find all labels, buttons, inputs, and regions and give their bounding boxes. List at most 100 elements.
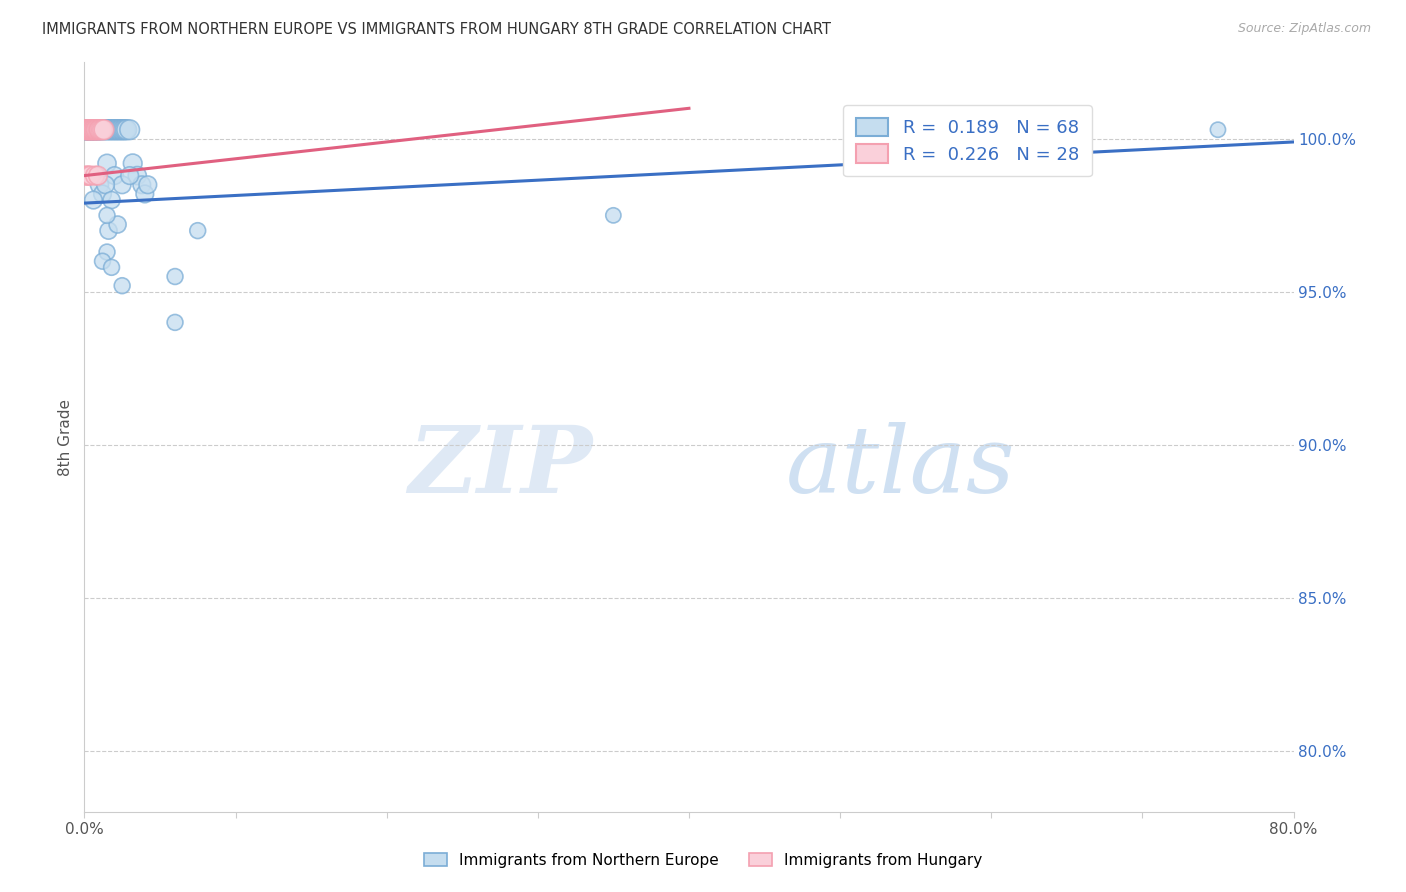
Point (86, 122, 108, 136)
Point (84, 122, 107, 136)
Point (76, 122, 98, 136)
Point (89, 122, 111, 136)
Point (84, 122, 107, 136)
Point (91, 122, 114, 136)
Point (134, 186, 156, 201)
Point (165, 315, 187, 329)
Point (84, 122, 107, 136)
Point (80, 122, 103, 136)
Point (111, 278, 134, 293)
Text: Source: ZipAtlas.com: Source: ZipAtlas.com (1237, 22, 1371, 36)
Text: ZIP: ZIP (408, 422, 592, 512)
Point (82, 122, 104, 136)
Point (75, 122, 97, 136)
Point (100, 122, 122, 136)
Point (84, 122, 107, 136)
Point (93, 122, 115, 136)
Point (82, 122, 104, 136)
Point (101, 122, 124, 136)
Point (75, 122, 97, 136)
Point (131, 178, 153, 192)
Point (75, 122, 97, 136)
Text: IMMIGRANTS FROM NORTHERN EUROPE VS IMMIGRANTS FROM HUNGARY 8TH GRADE CORRELATION: IMMIGRANTS FROM NORTHERN EUROPE VS IMMIG… (42, 22, 831, 37)
Point (86, 122, 108, 136)
Point (86, 169, 108, 183)
Point (97, 122, 120, 136)
Point (86, 122, 108, 136)
Point (76, 122, 98, 136)
Point (97, 224, 120, 238)
Point (110, 122, 132, 136)
Point (121, 156, 143, 170)
Point (87, 122, 110, 136)
Point (104, 122, 127, 136)
Point (111, 178, 134, 192)
Point (75, 169, 97, 183)
Point (91, 186, 114, 201)
Point (94, 122, 117, 136)
Point (80, 122, 103, 136)
Point (107, 218, 129, 232)
Point (75, 122, 97, 136)
Point (89, 122, 111, 136)
Point (115, 122, 138, 136)
Point (91, 254, 114, 268)
Point (75, 122, 97, 136)
Point (89, 122, 111, 136)
Point (76, 169, 98, 183)
Point (87, 122, 110, 136)
Point (107, 122, 129, 136)
Point (82, 122, 104, 136)
Y-axis label: 8th Grade: 8th Grade (58, 399, 73, 475)
Point (96, 156, 118, 170)
Point (79, 122, 101, 136)
Point (90, 122, 112, 136)
Point (165, 269, 187, 284)
Point (77, 169, 100, 183)
Point (96, 122, 118, 136)
Point (89, 178, 111, 192)
Point (87, 169, 110, 183)
Point (82, 122, 104, 136)
Point (89, 122, 111, 136)
Point (96, 245, 118, 260)
Legend: R =  0.189   N = 68, R =  0.226   N = 28: R = 0.189 N = 68, R = 0.226 N = 28 (844, 105, 1091, 177)
Point (93, 122, 115, 136)
Point (127, 169, 149, 183)
Point (114, 122, 136, 136)
Point (90, 122, 112, 136)
Point (80, 122, 103, 136)
Point (105, 122, 128, 136)
Point (84, 169, 107, 183)
Point (79, 122, 101, 136)
Point (1206, 122, 1229, 136)
Point (94, 178, 117, 192)
Point (77, 122, 100, 136)
Point (118, 169, 141, 183)
Point (77, 122, 100, 136)
Point (80, 122, 103, 136)
Legend: Immigrants from Northern Europe, Immigrants from Hungary: Immigrants from Northern Europe, Immigra… (416, 845, 990, 875)
Point (79, 122, 101, 136)
Point (86, 122, 108, 136)
Point (96, 208, 118, 222)
Point (111, 122, 134, 136)
Point (76, 122, 98, 136)
Text: atlas: atlas (786, 422, 1015, 512)
Point (77, 122, 100, 136)
Point (79, 122, 101, 136)
Point (100, 193, 122, 207)
Point (82, 193, 104, 207)
Point (118, 122, 141, 136)
Point (91, 122, 114, 136)
Point (602, 208, 624, 222)
Point (108, 122, 131, 136)
Point (79, 169, 101, 183)
Point (187, 224, 209, 238)
Point (112, 122, 135, 136)
Point (98, 122, 121, 136)
Point (76, 122, 98, 136)
Point (104, 169, 127, 183)
Point (76, 122, 98, 136)
Point (136, 178, 159, 192)
